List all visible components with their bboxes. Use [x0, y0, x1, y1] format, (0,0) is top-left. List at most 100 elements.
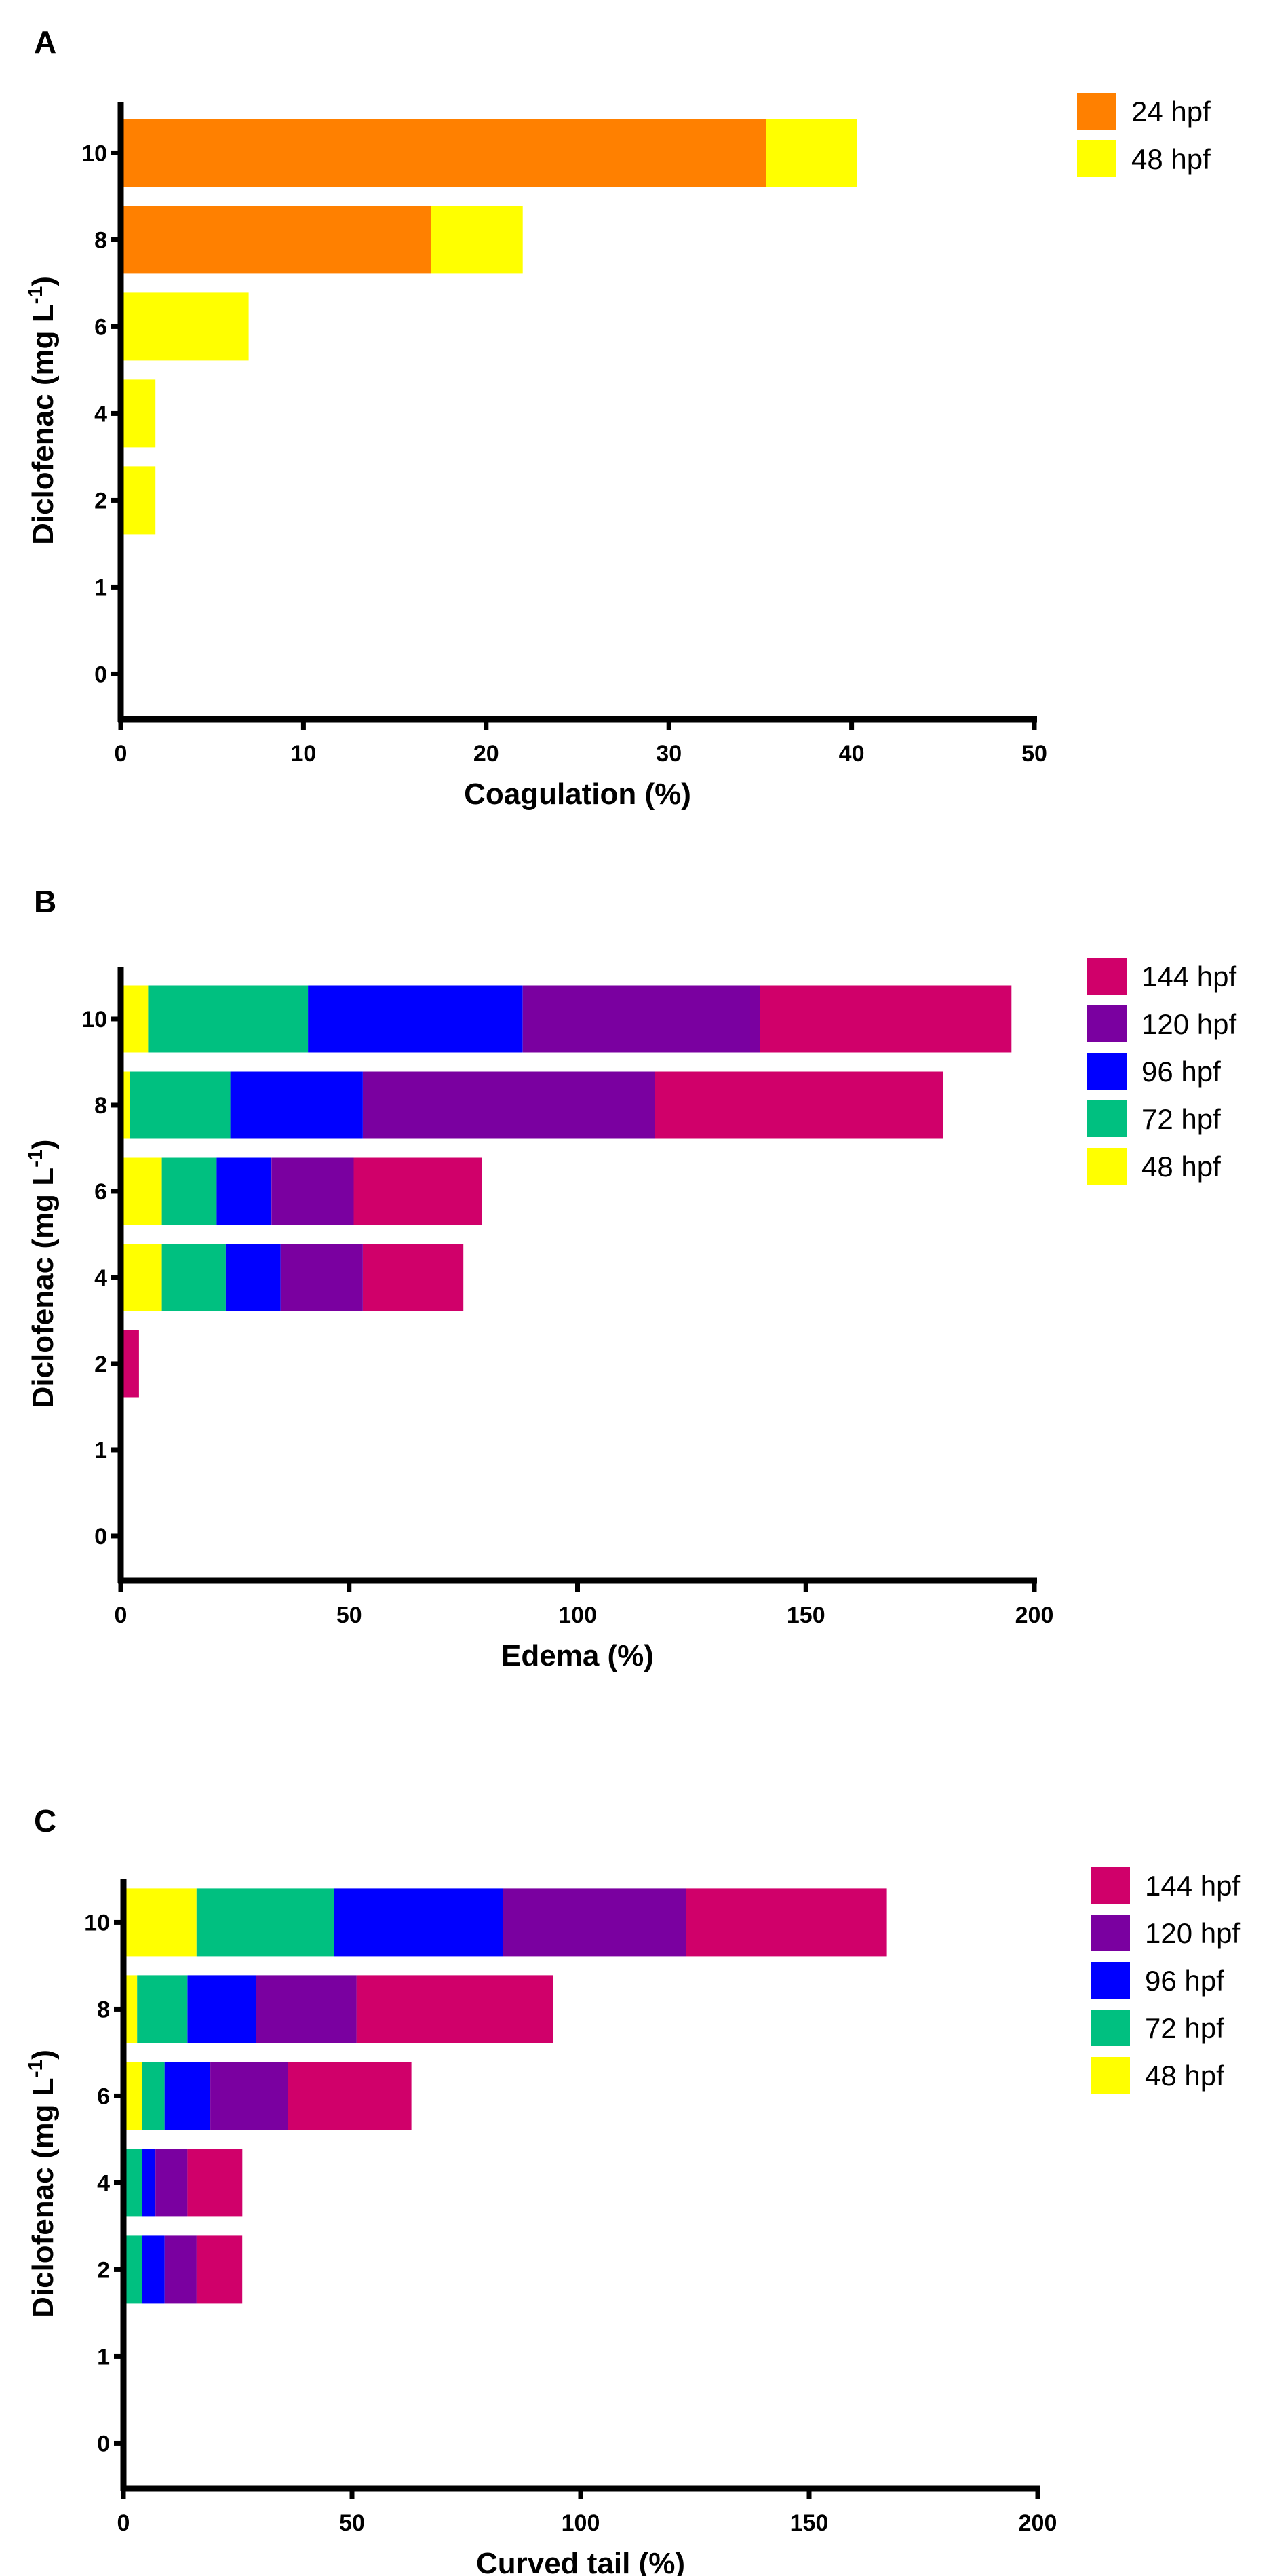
chart-2-legend-swatch-96-hpf	[1091, 1962, 1130, 1999]
chart-2-legend-swatch-120-hpf	[1091, 1915, 1130, 1951]
chart-0-x-tick-label: 40	[839, 741, 865, 767]
chart-1-bar-72-hpf-conc-6	[161, 1157, 217, 1225]
chart-2-bar-144-hpf-conc-8	[356, 1975, 553, 2043]
chart-2-x-tick-label: 200	[1019, 2510, 1057, 2536]
chart-2-x-axis-title: Curved tail (%)	[476, 2547, 685, 2576]
chart-2-bar-96-hpf-conc-2	[142, 2235, 165, 2304]
chart-1-legend-swatch-120-hpf	[1087, 1005, 1127, 1042]
chart-2-y-tick-label: 2	[97, 2257, 110, 2283]
chart-1-y-tick-label: 0	[94, 1524, 107, 1550]
chart-1-bar-96-hpf-conc-8	[230, 1071, 363, 1139]
chart-2-y-tick-label: 10	[84, 1910, 110, 1936]
chart-2-bar-96-hpf-conc-6	[164, 2062, 211, 2130]
chart-1-legend: 144 hpf 120 hpf 96 hpf 72 hpf 48 hpf	[1087, 958, 1236, 1185]
chart-0-y-tick-label: 1	[94, 575, 107, 600]
chart-1-bar-120-hpf-conc-6	[271, 1157, 354, 1225]
chart-2-y-tick-label: 8	[97, 1997, 110, 2022]
chart-2-bar-72-hpf-conc-10	[196, 1888, 334, 1957]
chart-2-bars	[123, 1888, 887, 2304]
chart-0-y-axis-title: Diclofenac (mg L-1)	[24, 276, 60, 545]
chart-1-legend-label: 48 hpf	[1141, 1151, 1221, 1183]
chart-0-x-axis-title: Coagulation (%)	[464, 777, 691, 811]
chart-0-legend-label: 48 hpf	[1131, 143, 1211, 175]
chart-2-y-tick-label: 6	[97, 2083, 110, 2109]
chart-0-x-tick-label: 30	[656, 741, 682, 767]
chart-0-bar-48-hpf-conc-8	[431, 206, 523, 274]
chart-1-legend-label: 96 hpf	[1141, 1056, 1221, 1088]
chart-2-y-tick-label: 1	[97, 2344, 110, 2370]
chart-2-legend-swatch-144-hpf	[1091, 1867, 1130, 1904]
chart-1-bar-48-hpf-conc-4	[121, 1244, 162, 1311]
chart-2-legend-label: 144 hpf	[1145, 1870, 1240, 1902]
chart-1-y-tick-label: 1	[94, 1438, 107, 1463]
chart-0-bar-24-hpf-conc-8	[121, 206, 431, 274]
chart-1-bar-144-hpf-conc-4	[363, 1244, 464, 1311]
chart-0-x-tick-label: 20	[473, 741, 499, 767]
chart-0-legend-swatch-48-hpf	[1077, 140, 1116, 177]
chart-1-y-tick-label: 2	[94, 1351, 107, 1377]
chart-2-bar-144-hpf-conc-2	[196, 2235, 243, 2304]
chart-2-x-tick-label: 100	[562, 2510, 600, 2536]
chart-1-legend-swatch-96-hpf	[1087, 1053, 1127, 1090]
chart-0-x-tick-label: 50	[1021, 741, 1047, 767]
chart-2-legend-swatch-72-hpf	[1091, 2010, 1130, 2046]
chart-1-legend-swatch-48-hpf	[1087, 1148, 1127, 1185]
panel-a-chart: A 0 1 2 4 6 8 10 0 10 20 30 40 50 Coagulation (%) Diclo…	[24, 24, 1211, 811]
chart-0-legend: 24 hpf 48 hpf	[1077, 93, 1211, 177]
chart-2-x-tick-label: 0	[117, 2510, 130, 2536]
chart-0-y-tick-label: 4	[94, 401, 107, 427]
chart-1-bar-48-hpf-conc-6	[121, 1157, 162, 1225]
chart-0-legend-swatch-24-hpf	[1077, 93, 1116, 130]
chart-1-y-tick-label: 4	[94, 1265, 107, 1291]
chart-2-bar-120-hpf-conc-10	[503, 1888, 686, 1957]
chart-0-bar-48-hpf-conc-10	[766, 119, 857, 187]
chart-2-bar-96-hpf-conc-10	[334, 1888, 503, 1957]
chart-1-bar-96-hpf-conc-4	[225, 1244, 281, 1311]
chart-0-bar-48-hpf-conc-4	[121, 379, 156, 448]
chart-2-y-tick-label: 0	[97, 2431, 110, 2457]
chart-0-bar-48-hpf-conc-2	[121, 466, 156, 535]
chart-1-x-tick-label: 0	[115, 1602, 128, 1628]
chart-2-bar-144-hpf-conc-4	[187, 2149, 243, 2217]
chart-1-bar-72-hpf-conc-4	[161, 1244, 226, 1311]
chart-1-legend-label: 72 hpf	[1141, 1103, 1221, 1135]
chart-0-y-tick-label: 8	[94, 227, 107, 253]
chart-1-bar-120-hpf-conc-8	[363, 1071, 655, 1139]
chart-1-legend-swatch-144-hpf	[1087, 958, 1127, 995]
chart-1-y-tick-label: 10	[81, 1007, 107, 1033]
chart-0-y-tick-label: 2	[94, 488, 107, 514]
chart-2-y-tick-label: 4	[97, 2170, 110, 2196]
chart-2-bar-48-hpf-conc-8	[123, 1975, 138, 2043]
chart-0-x-tick-label: 0	[115, 741, 128, 767]
chart-2-x-tick-label: 50	[339, 2510, 365, 2536]
chart-2-bar-144-hpf-conc-6	[288, 2062, 412, 2130]
chart-2-legend: 144 hpf 120 hpf 96 hpf 72 hpf 48 hpf	[1091, 1867, 1240, 2094]
chart-1-bar-144-hpf-conc-10	[760, 985, 1012, 1053]
chart-1-x-tick-label: 100	[558, 1602, 597, 1628]
chart-2-legend-label: 48 hpf	[1145, 2060, 1224, 2092]
chart-0-x-tick-label: 10	[290, 741, 316, 767]
chart-1-legend-label: 120 hpf	[1141, 1008, 1236, 1040]
chart-1-legend-swatch-72-hpf	[1087, 1100, 1127, 1137]
chart-0-bars	[121, 119, 857, 535]
chart-1-bar-120-hpf-conc-10	[522, 985, 760, 1053]
chart-1-bar-144-hpf-conc-6	[353, 1157, 482, 1225]
chart-2-bar-120-hpf-conc-2	[164, 2235, 197, 2304]
chart-0-legend-label: 24 hpf	[1131, 96, 1211, 128]
chart-0-bar-48-hpf-conc-6	[121, 292, 249, 361]
chart-1-y-axis-title: Diclofenac (mg L-1)	[24, 1140, 60, 1408]
chart-2-bar-144-hpf-conc-10	[686, 1888, 887, 1957]
chart-1-bar-144-hpf-conc-8	[655, 1071, 943, 1139]
chart-1-bar-72-hpf-conc-8	[130, 1071, 231, 1139]
chart-2-y-axis-title: Diclofenac (mg L-1)	[24, 2050, 60, 2318]
chart-2-bar-120-hpf-conc-4	[155, 2149, 188, 2217]
chart-2-panel-letter: C	[34, 1803, 56, 1839]
chart-0-y-tick-label: 0	[94, 661, 107, 687]
chart-2-bar-72-hpf-conc-6	[142, 2062, 165, 2130]
chart-2-bar-120-hpf-conc-8	[256, 1975, 357, 2043]
chart-1-x-tick-label: 150	[787, 1602, 825, 1628]
chart-2-legend-label: 72 hpf	[1145, 2012, 1224, 2044]
chart-1-x-axis-title: Edema (%)	[501, 1639, 654, 1672]
